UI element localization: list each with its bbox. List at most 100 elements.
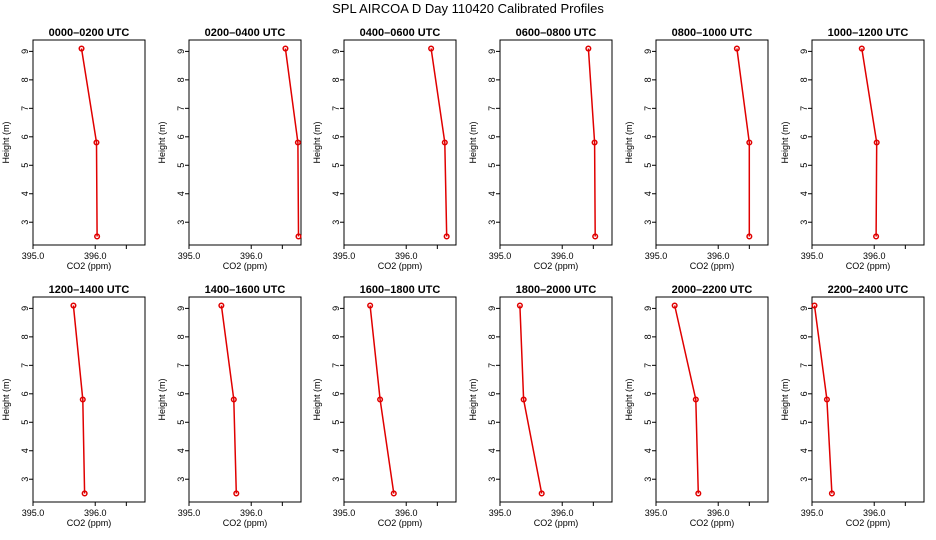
panel-title: 0400–0600 UTC	[360, 27, 441, 39]
profile-point	[538, 490, 545, 497]
y-tick-label: 5	[20, 420, 30, 425]
plot-frame	[188, 39, 302, 246]
profile-point	[428, 45, 435, 52]
y-axis-label: Height (m)	[312, 121, 322, 163]
profile-line	[587, 48, 596, 237]
x-axis-label: CO2 (ppm)	[690, 261, 735, 271]
y-tick-label: 4	[799, 448, 809, 453]
y-tick-label: 9	[176, 49, 186, 54]
plot-frame	[499, 39, 613, 246]
x-axis-label: CO2 (ppm)	[846, 518, 891, 528]
y-tick-label: 7	[331, 363, 341, 368]
profile-line	[220, 305, 238, 494]
y-axis-label: Height (m)	[624, 121, 634, 163]
y-tick-label: 6	[799, 134, 809, 139]
y-tick-label: 5	[176, 163, 186, 168]
y-tick-label: 9	[487, 306, 497, 311]
y-axis-label: Height (m)	[780, 378, 790, 420]
y-tick-label: 3	[176, 220, 186, 225]
y-axis-label: Height (m)	[312, 378, 322, 420]
x-tick-label: 396.0	[863, 251, 886, 261]
y-tick-label: 8	[799, 77, 809, 82]
x-tick-label: 395.0	[178, 251, 201, 261]
profile-point	[93, 139, 100, 146]
y-tick-label: 9	[331, 49, 341, 54]
y-tick-label: 4	[643, 191, 653, 196]
y-tick-label: 7	[20, 363, 30, 368]
panel-title: 2000–2200 UTC	[672, 284, 753, 296]
y-tick-label: 4	[20, 191, 30, 196]
panel-title: 1800–2000 UTC	[516, 284, 597, 296]
y-tick-label: 3	[331, 477, 341, 482]
y-tick-label: 3	[20, 477, 30, 482]
panel-title: 0600–0800 UTC	[516, 27, 597, 39]
y-tick-label: 6	[487, 134, 497, 139]
y-tick-label: 8	[487, 334, 497, 339]
y-tick-label: 6	[643, 391, 653, 396]
profile-point	[516, 302, 523, 309]
y-tick-label: 8	[176, 77, 186, 82]
profile-point	[367, 302, 374, 309]
panel-4: 0600–0800 UTC 395.0 396.0 3 4 5 6 7 8 9 CO2 (ppm) H…	[468, 27, 613, 271]
plot-frame	[32, 296, 146, 503]
y-tick-label: 6	[331, 391, 341, 396]
y-tick-label: 8	[176, 334, 186, 339]
panels-group: 0000–0200 UTC 395.0 396.0 3 4 5 6 7 8 9 CO2 (ppm) H…	[1, 27, 925, 528]
y-tick-label: 7	[487, 363, 497, 368]
y-tick-label: 7	[176, 363, 186, 368]
y-tick-label: 3	[643, 477, 653, 482]
y-tick-label: 5	[331, 420, 341, 425]
profile-line	[813, 305, 833, 494]
profile-point	[230, 396, 237, 403]
profile-point	[295, 233, 302, 240]
profile-point	[828, 490, 835, 497]
y-tick-label: 3	[20, 220, 30, 225]
x-tick-label: 395.0	[801, 251, 824, 261]
panel-2: 0200–0400 UTC 395.0 396.0 3 4 5 6 7 8 9 CO2 (ppm) H…	[157, 27, 302, 271]
panel-title: 1600–1800 UTC	[360, 284, 441, 296]
plot-frame	[655, 296, 769, 503]
y-tick-label: 3	[799, 477, 809, 482]
x-axis-label: CO2 (ppm)	[378, 518, 423, 528]
y-tick-label: 5	[487, 163, 497, 168]
panel-title: 1000–1200 UTC	[828, 27, 909, 39]
plot-frame	[811, 39, 925, 246]
x-axis-label: CO2 (ppm)	[223, 518, 268, 528]
profile-line	[72, 305, 86, 494]
y-tick-label: 4	[331, 191, 341, 196]
y-tick-label: 9	[799, 49, 809, 54]
y-tick-label: 6	[20, 391, 30, 396]
profile-point	[70, 302, 77, 309]
x-tick-label: 396.0	[395, 251, 418, 261]
y-tick-label: 7	[799, 363, 809, 368]
y-tick-label: 7	[643, 363, 653, 368]
y-tick-label: 5	[643, 420, 653, 425]
x-tick-label: 395.0	[178, 508, 201, 518]
y-tick-label: 9	[20, 306, 30, 311]
x-tick-label: 396.0	[707, 251, 730, 261]
panel-11: 2000–2200 UTC 395.0 396.0 3 4 5 6 7 8 9 CO2 (ppm) H…	[624, 284, 769, 528]
y-tick-label: 9	[799, 306, 809, 311]
x-tick-label: 396.0	[395, 508, 418, 518]
x-tick-label: 395.0	[489, 251, 512, 261]
panel-5: 0800–1000 UTC 395.0 396.0 3 4 5 6 7 8 9 CO2 (ppm) H…	[624, 27, 769, 271]
profile-point	[746, 233, 753, 240]
y-tick-label: 5	[331, 163, 341, 168]
plot-frame	[343, 39, 457, 246]
y-tick-label: 5	[799, 163, 809, 168]
profile-point	[591, 139, 598, 146]
panel-9: 1600–1800 UTC 395.0 396.0 3 4 5 6 7 8 9 CO2 (ppm) H…	[312, 284, 457, 528]
profile-point	[733, 45, 740, 52]
plot-frame	[811, 296, 925, 503]
x-tick-label: 395.0	[489, 508, 512, 518]
profile-point	[294, 139, 301, 146]
profile-line	[430, 48, 448, 237]
y-tick-label: 7	[643, 106, 653, 111]
y-tick-label: 7	[331, 106, 341, 111]
panel-7: 1200–1400 UTC 395.0 396.0 3 4 5 6 7 8 9 CO2 (ppm) H…	[1, 284, 146, 528]
y-tick-label: 6	[176, 391, 186, 396]
x-axis-label: CO2 (ppm)	[378, 261, 423, 271]
y-tick-label: 3	[331, 220, 341, 225]
y-tick-label: 9	[331, 306, 341, 311]
plot-frame	[188, 296, 302, 503]
